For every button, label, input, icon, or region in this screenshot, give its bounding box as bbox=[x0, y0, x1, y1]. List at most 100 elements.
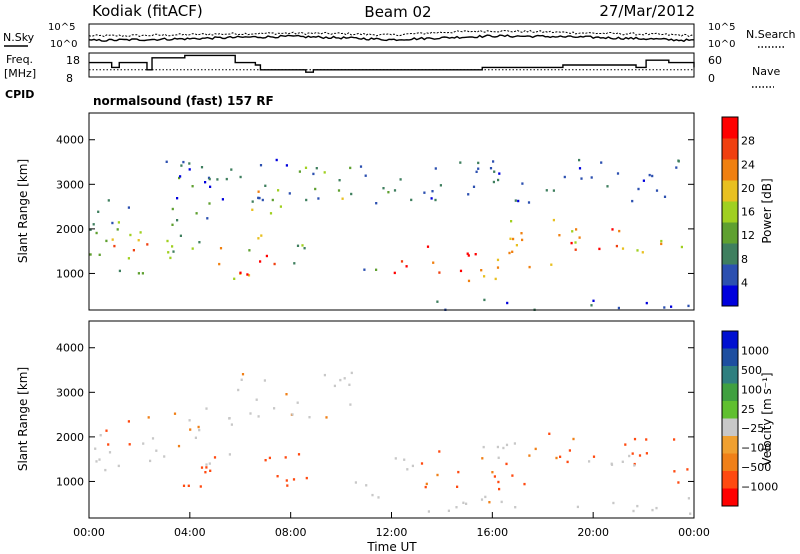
heatmap-cell bbox=[255, 398, 258, 401]
colorbar-swatch bbox=[722, 436, 738, 454]
heatmap-cell bbox=[230, 423, 233, 426]
heatmap-cell bbox=[291, 413, 294, 416]
heatmap-cell bbox=[459, 269, 463, 273]
heatmap-cell bbox=[259, 164, 263, 167]
heatmap-cell bbox=[247, 274, 251, 277]
heatmap-cell bbox=[241, 373, 245, 376]
heatmap-cell bbox=[387, 191, 390, 194]
heatmap-cell bbox=[621, 460, 624, 463]
x-tick-label: 08:00 bbox=[275, 526, 307, 539]
colorbar-swatch bbox=[722, 331, 738, 349]
heatmap-cell bbox=[269, 212, 273, 215]
heatmap-cell bbox=[400, 260, 404, 263]
heatmap-cell bbox=[496, 266, 500, 269]
nsearch-line bbox=[88, 29, 695, 38]
colorbar-swatch bbox=[722, 180, 738, 202]
heatmap-cell bbox=[257, 190, 260, 193]
colorbar-frame bbox=[721, 330, 739, 507]
colorbar-tick-label: 25 bbox=[741, 403, 755, 416]
power-ylabel: Slant Range [km] bbox=[16, 159, 30, 263]
heatmap-cell bbox=[631, 199, 634, 203]
heatmap-cell bbox=[545, 189, 548, 192]
heatmap-cell bbox=[505, 443, 509, 447]
heatmap-cell bbox=[317, 197, 320, 200]
heatmap-cell bbox=[213, 456, 217, 459]
heatmap-cell bbox=[434, 167, 437, 170]
heatmap-cell bbox=[588, 460, 591, 463]
heatmap-cell bbox=[251, 208, 254, 211]
heatmap-cell bbox=[275, 158, 278, 162]
heatmap-cell bbox=[118, 269, 121, 273]
heatmap-cell bbox=[555, 456, 558, 460]
heatmap-cell bbox=[492, 160, 495, 163]
x-tick-label: 20:00 bbox=[577, 526, 609, 539]
heatmap-cell bbox=[403, 458, 406, 461]
heatmap-cell bbox=[574, 248, 577, 251]
heatmap-cell bbox=[592, 299, 595, 302]
heatmap-cell bbox=[484, 495, 487, 499]
heatmap-cell bbox=[574, 241, 577, 244]
heatmap-cell bbox=[689, 512, 692, 515]
colorbar-tick-label: −1000 bbox=[741, 481, 778, 494]
heatmap-cell bbox=[364, 174, 367, 177]
heatmap-cell bbox=[655, 189, 659, 192]
heatmap-cell bbox=[182, 484, 186, 487]
velocity-panel-frame bbox=[88, 320, 695, 519]
heatmap-cell bbox=[399, 178, 402, 181]
heatmap-cell bbox=[171, 223, 174, 226]
heatmap-cell bbox=[406, 468, 409, 471]
heatmap-cell bbox=[293, 262, 296, 265]
heatmap-cell bbox=[365, 484, 368, 487]
velocity-colorbar-label: Velocity [m s⁻¹] bbox=[760, 372, 774, 465]
power-panel-frame bbox=[88, 112, 695, 311]
heatmap-cell bbox=[438, 271, 441, 274]
heatmap-cell bbox=[200, 466, 204, 469]
heatmap-cell bbox=[636, 249, 639, 252]
heatmap-cell bbox=[323, 171, 326, 174]
heatmap-cell bbox=[127, 206, 130, 209]
heatmap-cell bbox=[624, 443, 627, 446]
heatmap-cell bbox=[638, 454, 642, 457]
colorbar-swatch bbox=[722, 222, 738, 244]
heatmap-cell bbox=[146, 243, 149, 246]
heatmap-cell bbox=[432, 261, 435, 264]
heatmap-cell bbox=[257, 415, 260, 418]
heatmap-cell bbox=[288, 192, 291, 195]
heatmap-cell bbox=[420, 462, 424, 465]
colorbar-tick-label: 24 bbox=[741, 158, 755, 171]
heatmap-cell bbox=[259, 260, 262, 263]
heatmap-cell bbox=[631, 452, 634, 455]
heatmap-cell bbox=[208, 462, 211, 465]
heatmap-cell bbox=[497, 456, 500, 459]
nsky-line bbox=[88, 34, 694, 43]
power-colorbar: 4 8 12 16 20 24 28 bbox=[721, 116, 755, 307]
heatmap-cell bbox=[510, 220, 513, 223]
heatmap-cell bbox=[436, 473, 439, 477]
heatmap-cell bbox=[348, 383, 351, 386]
heatmap-cell bbox=[111, 238, 114, 241]
heatmap-cell bbox=[198, 428, 201, 432]
heatmap-cell bbox=[248, 249, 251, 252]
colorbar-swatch bbox=[722, 488, 738, 507]
noise-tick-top-right: 10^5 bbox=[708, 22, 735, 33]
heatmap-cell bbox=[673, 438, 676, 441]
heatmap-cell bbox=[205, 407, 208, 410]
heatmap-cell bbox=[98, 253, 101, 256]
heatmap-cell bbox=[188, 162, 191, 165]
noise-tick-top-left: 10^5 bbox=[48, 22, 75, 33]
frequency-panel: Freq. [MHz] 18 8 60 0 Nave CPID normalso… bbox=[4, 52, 780, 108]
colorbar-tick-label: 12 bbox=[741, 229, 755, 242]
heatmap-cell bbox=[127, 257, 130, 260]
heatmap-cell bbox=[105, 239, 108, 243]
heatmap-cell bbox=[315, 167, 318, 170]
velocity-y-axis: 1000 2000 3000 4000 bbox=[56, 342, 694, 488]
heatmap-cell bbox=[687, 304, 690, 308]
heatmap-cell bbox=[155, 449, 158, 452]
heatmap-cell bbox=[511, 474, 514, 477]
heatmap-cell bbox=[670, 305, 673, 308]
colorbar-swatch bbox=[722, 138, 738, 160]
heatmap-cell bbox=[268, 456, 271, 460]
heatmap-cell bbox=[261, 198, 264, 202]
heatmap-cell bbox=[137, 239, 140, 242]
